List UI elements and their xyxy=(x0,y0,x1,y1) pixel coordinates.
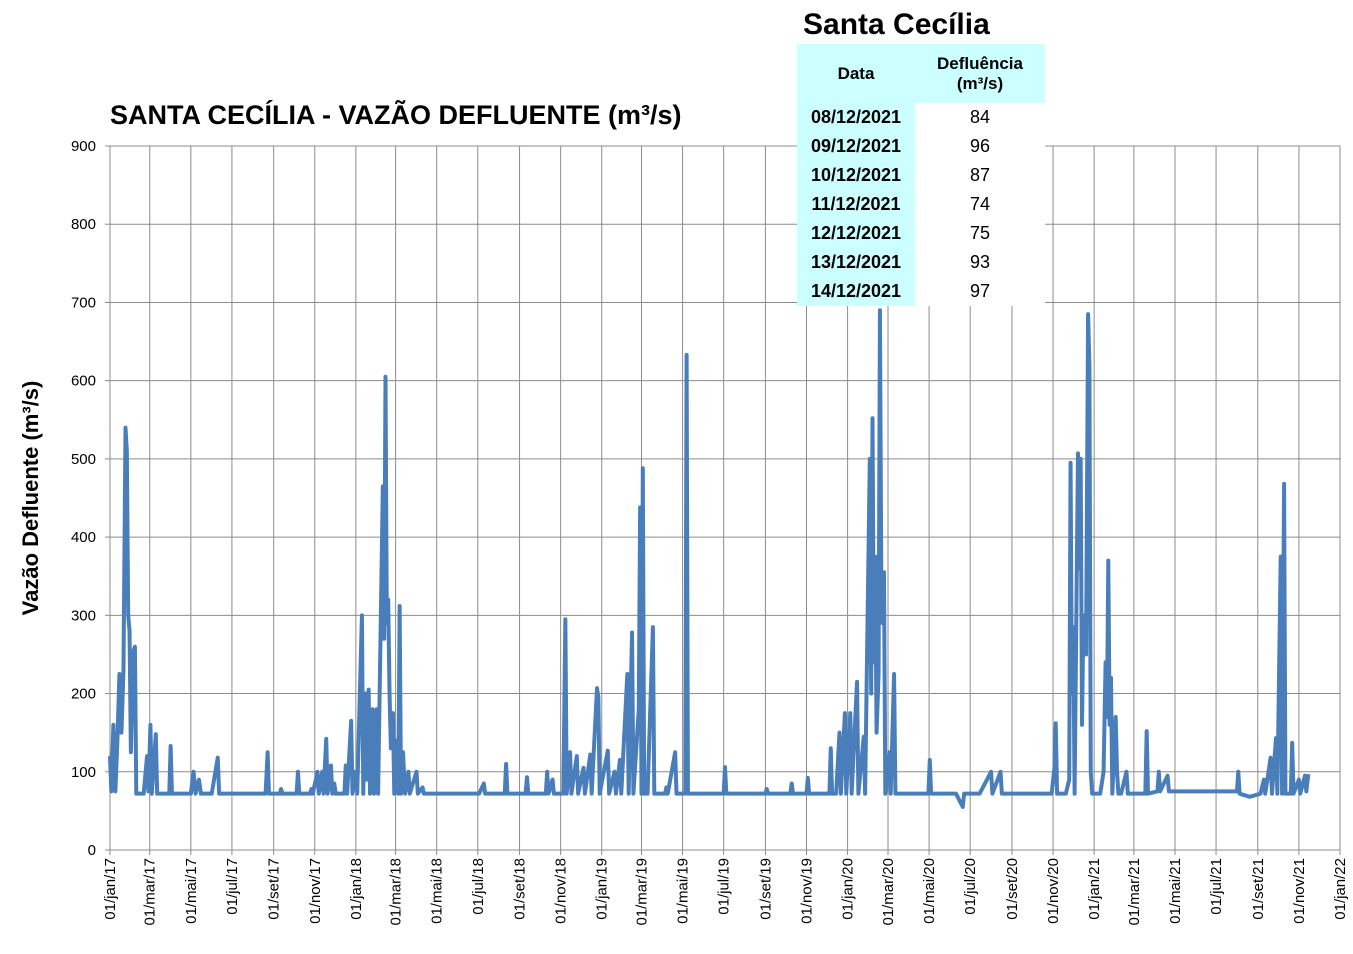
table-cell: 75 xyxy=(969,223,991,243)
table-row: 14/12/2021 97 xyxy=(797,277,1045,306)
x-tick-label: 01/set/17 xyxy=(266,858,283,920)
x-tick-label: 01/set/20 xyxy=(1004,858,1021,920)
table-row: 11/12/2021 74 xyxy=(797,190,1045,219)
table-row: 10/12/2021 87 xyxy=(797,161,1045,190)
table-cell: 87 xyxy=(969,165,991,185)
x-tick-label: 01/jan/20 xyxy=(840,858,857,920)
y-tick-label: 700 xyxy=(71,294,96,311)
x-tick-label: 01/nov/20 xyxy=(1045,858,1062,924)
y-tick-label: 400 xyxy=(71,529,96,546)
x-tick-label: 01/mai/17 xyxy=(183,858,200,924)
x-tick-label: 01/set/19 xyxy=(757,858,774,920)
data-table: Santa Cecília Data Defluência (m³/s) 08/1… xyxy=(797,6,1045,306)
table-cell: 93 xyxy=(969,252,991,272)
x-tick-label: 01/set/18 xyxy=(512,858,529,920)
table-cell: 08/12/2021 xyxy=(797,103,915,132)
table-cell: 84 xyxy=(969,107,991,127)
header-cell: Defluência (m³/s) xyxy=(915,44,1045,103)
x-tick-label: 01/nov/17 xyxy=(307,858,324,924)
x-tick-label: 01/mar/21 xyxy=(1126,858,1143,926)
table-cell: 13/12/2021 xyxy=(797,248,915,277)
x-tick-label: 01/mai/21 xyxy=(1167,858,1184,924)
x-tick-label: 01/mar/17 xyxy=(142,858,159,926)
table-cell: 11/12/2021 xyxy=(797,190,915,219)
x-tick-label: 01/mar/18 xyxy=(388,858,405,926)
table-cell: 12/12/2021 xyxy=(797,219,915,248)
header-cell: Data xyxy=(797,44,915,103)
x-tick-label: 01/jan/21 xyxy=(1086,858,1103,920)
x-tick-label: 01/jul/20 xyxy=(962,858,979,915)
x-tick-label: 01/nov/19 xyxy=(799,858,816,924)
x-tick-label: 01/set/21 xyxy=(1250,858,1267,920)
table-row: 13/12/2021 93 xyxy=(797,248,1045,277)
x-tick-label: 01/nov/21 xyxy=(1291,858,1308,924)
table-header: Data Defluência (m³/s) xyxy=(797,44,1045,103)
data-line xyxy=(108,308,1311,809)
y-tick-label: 100 xyxy=(71,764,96,781)
table-row: 09/12/2021 96 xyxy=(797,132,1045,161)
header-text: (m³/s) xyxy=(956,73,1004,93)
x-tick-label: 01/mar/20 xyxy=(880,858,897,926)
x-tick-label: 01/jan/17 xyxy=(102,858,119,920)
header-text: Defluência xyxy=(937,53,1023,73)
x-tick-label: 01/jan/22 xyxy=(1332,858,1349,920)
x-tick-label: 01/nov/18 xyxy=(553,858,570,924)
table-cell: 74 xyxy=(969,194,991,214)
table-cell: 14/12/2021 xyxy=(797,277,915,306)
table-cell: 09/12/2021 xyxy=(797,132,915,161)
table-cell: 96 xyxy=(969,136,991,156)
table-row: 12/12/2021 75 xyxy=(797,219,1045,248)
table-row: 08/12/2021 84 xyxy=(797,103,1045,132)
x-tick-label: 01/mai/18 xyxy=(429,858,446,924)
x-tick-label: 01/mai/20 xyxy=(921,858,938,924)
table-title: Santa Cecília xyxy=(803,8,990,41)
y-tick-label: 900 xyxy=(71,138,96,155)
table-cell: 10/12/2021 xyxy=(797,161,915,190)
y-tick-label: 600 xyxy=(71,373,96,390)
x-tick-label: 01/mai/19 xyxy=(675,858,692,924)
plot-border xyxy=(109,145,1341,851)
x-tick-label: 01/mar/19 xyxy=(633,858,650,926)
y-tick-label: 0 xyxy=(88,842,96,859)
y-tick-label: 800 xyxy=(71,216,96,233)
y-tick-label: 300 xyxy=(71,607,96,624)
x-tick-label: 01/jan/19 xyxy=(594,858,611,920)
header-text: Data xyxy=(837,63,875,83)
x-tick-label: 01/jul/19 xyxy=(716,858,733,915)
y-axis-label: Vazão Defluente (m³/s) xyxy=(18,381,43,616)
y-tick-label: 200 xyxy=(71,686,96,703)
table-cell: 97 xyxy=(969,281,991,301)
x-tick-label: 01/jul/21 xyxy=(1208,858,1225,915)
x-tick-label: 01/jul/17 xyxy=(224,858,241,915)
x-tick-label: 01/jul/18 xyxy=(470,858,487,915)
chart-title: SANTA CECÍLIA - VAZÃO DEFLUENTE (m³/s) xyxy=(110,99,681,130)
y-tick-label: 500 xyxy=(71,451,96,468)
x-tick-label: 01/jan/18 xyxy=(348,858,365,920)
